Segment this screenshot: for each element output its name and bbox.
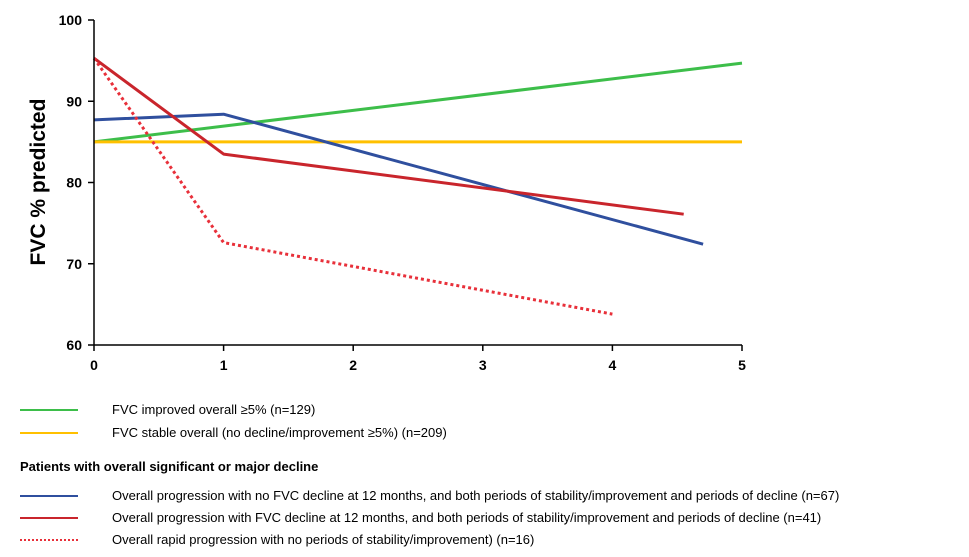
legend-label: Overall rapid progression with no period…: [112, 532, 535, 547]
legend-item-5: Overall rapid progression with no period…: [20, 530, 534, 550]
x-tick-label: 0: [90, 357, 98, 373]
tick-labels: 60 70 80 90 100 0 1 2 3 4 5: [59, 12, 746, 373]
legend-item-2: FVC stable overall (no decline/improveme…: [20, 423, 447, 443]
series-line-1: [93, 61, 743, 144]
legend-item-3: Overall progression with no FVC decline …: [20, 486, 839, 506]
x-tick-label: 3: [479, 357, 487, 373]
legend-swatch: [20, 517, 78, 519]
y-tick-label: 100: [59, 12, 83, 28]
legend-swatch: [20, 409, 78, 411]
legend-label: FVC improved overall ≥5% (n=129): [112, 402, 316, 417]
x-tick-label: 2: [349, 357, 357, 373]
y-tick-label: 70: [66, 256, 82, 272]
series-line-5: [92, 57, 613, 316]
axes: [88, 19, 743, 351]
x-tick-label: 5: [738, 357, 746, 373]
x-tick-label: 4: [609, 357, 617, 373]
legend-swatch: [20, 495, 78, 497]
legend-label: Overall progression with no FVC decline …: [112, 488, 840, 503]
legend-item-4: Overall progression with FVC decline at …: [20, 508, 821, 528]
y-tick-label: 60: [66, 337, 82, 353]
series-line-3: [93, 112, 704, 246]
legend-label: Overall progression with FVC decline at …: [112, 510, 822, 525]
line-chart: FVC % predicted 60 70 80 90 100 0 1 2 3 4 5: [27, 12, 746, 373]
legend-label: FVC stable overall (no decline/improveme…: [112, 425, 447, 440]
y-axis-label: FVC % predicted: [27, 99, 50, 266]
x-tick-label: 1: [220, 357, 228, 373]
legend-heading: Patients with overall significant or maj…: [20, 459, 319, 474]
series-line-4: [93, 56, 684, 216]
legend-swatch: [20, 432, 78, 434]
y-tick-label: 80: [66, 175, 82, 191]
series-lines: [92, 56, 743, 316]
legend-item-1: FVC improved overall ≥5% (n=129): [20, 400, 315, 420]
y-tick-label: 90: [66, 93, 82, 109]
legend-swatch: [20, 539, 78, 541]
